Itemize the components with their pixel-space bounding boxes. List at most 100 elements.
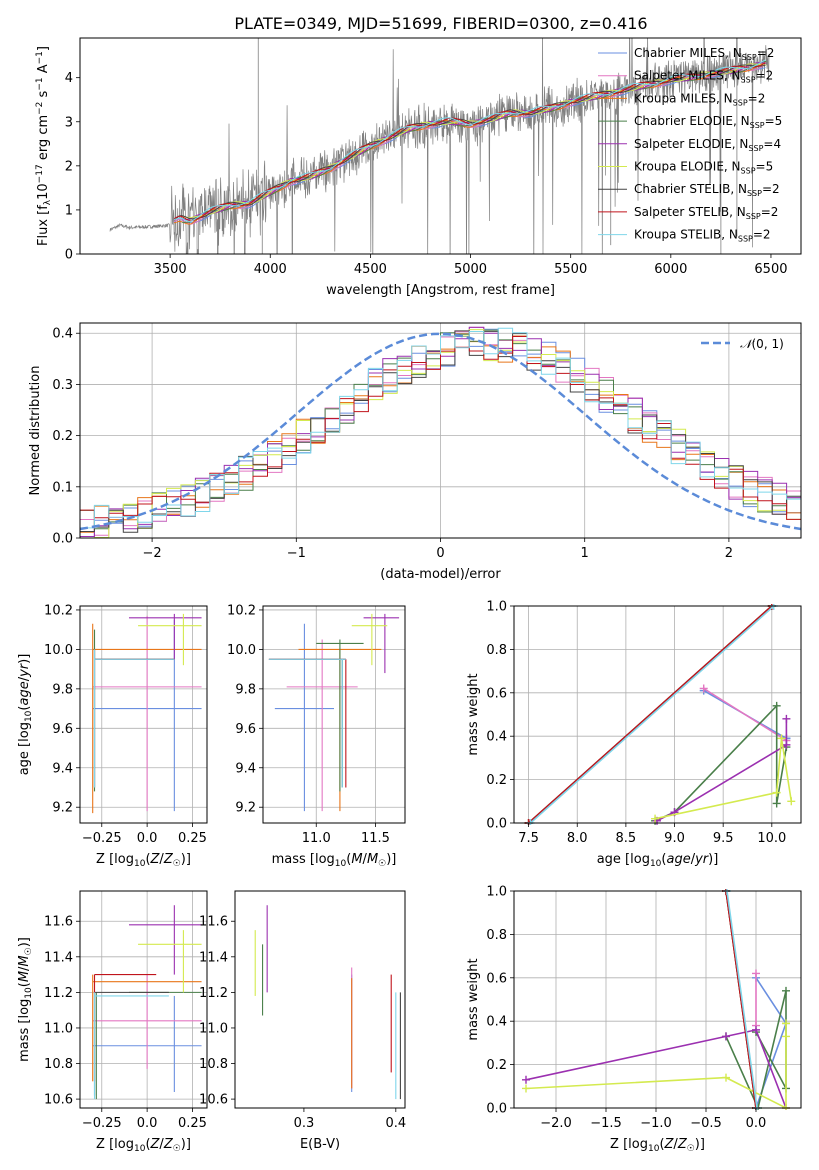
- marks: [92, 613, 202, 814]
- legend-entry: Salpeter MILES, NSSP=2: [634, 69, 773, 85]
- weight-point: [782, 986, 790, 995]
- errorbar-kroupa-stelib: [268, 658, 346, 788]
- x-tick-label: 0.4: [385, 1116, 406, 1131]
- errorbar-salpeter-elodie: [128, 613, 202, 660]
- errorbar-kroupa-elodie: [138, 930, 202, 993]
- weight-line: [725, 890, 757, 1109]
- errorbar-chabrier-miles: [274, 623, 334, 812]
- weight-series-salpeter-elodie: [653, 714, 791, 825]
- x-tick-label: 7.5: [518, 831, 539, 846]
- weight-point: [782, 1032, 790, 1041]
- x-tick-label: 0.0: [746, 1116, 767, 1131]
- y-axis-label: age [log10(age/yr)]: [17, 654, 34, 776]
- y-tick-label: 0.2: [486, 1058, 507, 1073]
- y-tick-label: 10.2: [227, 603, 256, 618]
- y-tick-label: 10.8: [44, 1057, 73, 1072]
- x-tick-label: −0.25: [82, 831, 122, 846]
- x-tick-label: 10.0: [757, 831, 786, 846]
- x-tick-label: 0: [436, 546, 444, 561]
- y-tick-label: 9.8: [52, 682, 73, 697]
- axes-frame: [513, 605, 802, 824]
- legend-entry: Chabrier MILES, NSSP=2: [634, 46, 774, 62]
- y-tick-label: 10.0: [44, 643, 73, 658]
- errorbar-kroupa-stelib: [93, 649, 175, 788]
- y-tick-label: 1: [65, 203, 73, 218]
- weight-line: [703, 687, 787, 742]
- x-tick-label: −0.5: [690, 1116, 722, 1131]
- x-tick-label: 11.5: [361, 831, 390, 846]
- weight-line: [656, 718, 788, 822]
- grid: [514, 605, 801, 824]
- y-axis-label: Normed distribution: [28, 366, 43, 496]
- y-axis-label: mass weight: [466, 673, 481, 755]
- y-tick-label: 9.4: [235, 761, 256, 776]
- weight-point: [787, 797, 796, 806]
- errorbar-kroupa-elodie: [351, 613, 388, 666]
- legend-entry: Chabrier STELIB, NSSP=2: [634, 182, 780, 198]
- axes-frame: [79, 37, 802, 255]
- x-tick-label: 4500: [354, 262, 387, 277]
- grid: [80, 891, 207, 1108]
- histogram-kroupa-stelib: [80, 327, 801, 529]
- legend-entry: Kroupa MILES, NSSP=2: [634, 91, 765, 107]
- y-tick-label: 0.0: [52, 532, 73, 547]
- errorbar-chabrier-stelib: [93, 649, 175, 788]
- weight-point: [782, 740, 791, 749]
- y-tick-label: 0.2: [52, 429, 73, 444]
- y-tick-label: 10.2: [44, 603, 73, 618]
- x-tick-label: 3500: [154, 262, 187, 277]
- errorbar-kroupa-stelib: [93, 992, 169, 1100]
- y-tick-label: 9.4: [52, 761, 73, 776]
- y-tick-label: 11.6: [44, 915, 73, 930]
- x-tick-label: 6000: [654, 262, 687, 277]
- y-tick-label: 9.6: [52, 722, 73, 737]
- x-tick-label: 6500: [754, 262, 787, 277]
- x-axis-label: E(B-V): [300, 1137, 340, 1152]
- panel-mass-EBV: 0.3 0.4 10.6 10.8 11.0 11.2 11.4 11.6 E(B-V): [199, 890, 406, 1152]
- y-tick-label: 0.8: [486, 928, 507, 943]
- weight-point: [522, 1075, 530, 1084]
- legend-entry: Salpeter STELIB, NSSP=2: [634, 205, 778, 221]
- x-tick-label: −1.5: [590, 1116, 622, 1131]
- y-tick-label: 11.2: [44, 986, 73, 1001]
- axes-frame: [79, 605, 208, 824]
- x-tick-label: 5500: [554, 262, 587, 277]
- errorbar-salpeter-miles: [92, 615, 202, 812]
- y-tick-label: 10.0: [227, 643, 256, 658]
- y-tick-label: 0.6: [486, 971, 507, 986]
- errorbar-salpeter-elodie: [128, 905, 202, 975]
- x-axis-label: wavelength [Angstrom, rest frame]: [326, 283, 555, 298]
- axes-frame: [234, 890, 406, 1109]
- figure-title: PLATE=0349, MJD=51699, FIBERID=0300, z=0…: [234, 14, 647, 33]
- x-tick-label: 0.25: [178, 831, 207, 846]
- legend-entry: Kroupa STELIB, NSSP=2: [634, 228, 771, 244]
- weight-series-kroupa-elodie: [651, 734, 796, 823]
- y-tick-label: 0.4: [486, 1015, 507, 1030]
- y-axis-label: mass weight: [466, 958, 481, 1040]
- y-tick-label: 1.0: [486, 600, 507, 615]
- weight-point: [752, 1025, 760, 1034]
- y-tick-label: 0.4: [52, 327, 73, 342]
- weight-point: [522, 1084, 530, 1093]
- x-tick-label: 2: [725, 546, 733, 561]
- y-tick-label: 0.1: [52, 480, 73, 495]
- x-tick-label: 9.5: [713, 831, 734, 846]
- y-tick-label: 10.8: [199, 1057, 228, 1072]
- y-tick-label: 0.3: [52, 378, 73, 393]
- weight-line: [654, 738, 793, 820]
- weight-point: [772, 701, 781, 710]
- errorbar-salpeter-miles: [92, 974, 202, 1069]
- panel-residuals: −2 −1 0 1 2 0.0 0.1 0.2 0.3 0.4 (data-model)/error…: [28, 322, 802, 582]
- y-tick-label: 9.2: [52, 801, 73, 816]
- x-axis-label: age [log10(age/yr)]: [597, 852, 719, 869]
- x-axis-label: mass [log10(M/M☉)]: [272, 852, 397, 869]
- legend-entry: 𝒩(0, 1): [740, 337, 784, 351]
- legend: 𝒩(0, 1): [701, 337, 784, 351]
- y-tick-label: 0.2: [486, 773, 507, 788]
- weight-line: [726, 890, 758, 1109]
- x-tick-label: 0.0: [137, 1116, 158, 1131]
- x-axis-label: (data-model)/error: [380, 567, 501, 582]
- y-tick-label: 0.0: [486, 817, 507, 832]
- y-tick-label: 1.0: [486, 885, 507, 900]
- errorbar-salpeter-elodie: [363, 613, 400, 674]
